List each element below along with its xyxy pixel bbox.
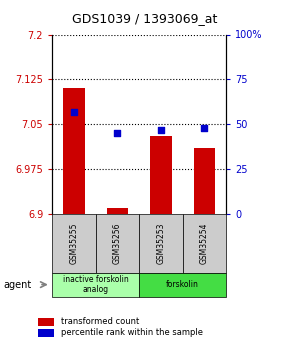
Text: GDS1039 / 1393069_at: GDS1039 / 1393069_at xyxy=(72,12,218,25)
Point xyxy=(202,125,207,130)
Point xyxy=(72,109,76,115)
Text: forskolin: forskolin xyxy=(166,280,199,289)
Bar xyxy=(194,148,215,214)
Bar xyxy=(150,136,172,214)
Bar xyxy=(107,208,128,214)
Text: GSM35255: GSM35255 xyxy=(69,223,79,264)
Point xyxy=(115,130,120,136)
Text: GSM35253: GSM35253 xyxy=(156,223,166,264)
Point xyxy=(159,127,163,132)
Text: transformed count: transformed count xyxy=(61,317,139,326)
Text: agent: agent xyxy=(3,280,31,289)
Text: inactive forskolin
analog: inactive forskolin analog xyxy=(63,275,128,294)
Text: GSM35254: GSM35254 xyxy=(200,223,209,264)
Bar xyxy=(63,88,85,214)
Text: GSM35256: GSM35256 xyxy=(113,223,122,264)
Text: percentile rank within the sample: percentile rank within the sample xyxy=(61,328,203,337)
